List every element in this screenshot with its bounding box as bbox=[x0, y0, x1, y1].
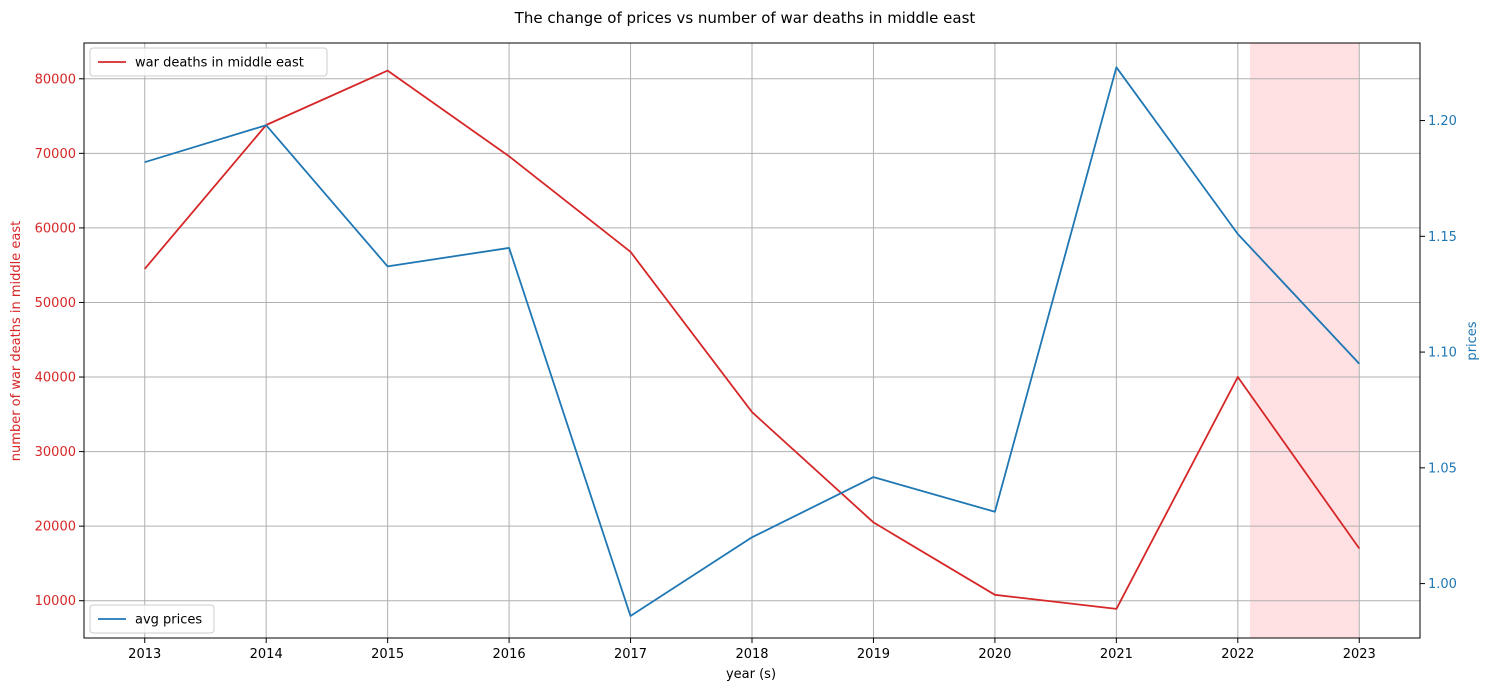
left-y-tick-label: 10000 bbox=[35, 594, 76, 609]
shaded-region bbox=[1249, 43, 1360, 638]
legend-label: avg prices bbox=[135, 613, 202, 628]
right-y-tick-label: 1.15 bbox=[1428, 230, 1457, 245]
x-tick-label: 2016 bbox=[493, 647, 526, 662]
legend-box bbox=[89, 47, 328, 77]
x-tick-label: 2023 bbox=[1343, 647, 1376, 662]
x-tick-label: 2019 bbox=[857, 647, 890, 662]
left-y-tick-label: 40000 bbox=[35, 371, 76, 386]
right-y-tick-label: 1.05 bbox=[1428, 461, 1457, 476]
left-y-tick-label: 20000 bbox=[35, 520, 76, 535]
series-line-avg-prices bbox=[144, 66, 1360, 617]
legend-avg-prices: avg prices bbox=[89, 604, 215, 634]
left-y-axis: 10000 20000 30000 40000 50000 60000 70000 80000 bbox=[35, 72, 84, 609]
legend-label: war deaths in middle east bbox=[135, 56, 304, 71]
right-y-axis-label: prices bbox=[1465, 321, 1480, 360]
legend-box bbox=[89, 604, 215, 634]
legend-war-deaths: war deaths in middle east bbox=[89, 47, 328, 77]
x-tick-label: 2014 bbox=[250, 647, 283, 662]
left-y-axis-label: number of war deaths in middle east bbox=[9, 221, 24, 461]
x-tick-label: 2015 bbox=[371, 647, 404, 662]
x-tick-label: 2018 bbox=[735, 647, 768, 662]
shaded-region-rect bbox=[1249, 43, 1360, 638]
x-tick-label: 2020 bbox=[978, 647, 1011, 662]
chart-title: The change of prices vs number of war de… bbox=[514, 9, 976, 27]
right-y-tick-label: 1.10 bbox=[1428, 346, 1457, 361]
x-tick-label: 2013 bbox=[128, 647, 161, 662]
series-line-war-deaths bbox=[144, 69, 1361, 610]
x-axis: 2013 2014 2015 2016 2017 2018 2019 2020 2021 2022… bbox=[128, 638, 1376, 662]
right-y-tick-label: 1.20 bbox=[1428, 114, 1457, 129]
x-tick-label: 2017 bbox=[614, 647, 647, 662]
x-tick-label: 2021 bbox=[1100, 647, 1133, 662]
right-y-axis: 1.00 1.05 1.10 1.15 1.20 bbox=[1420, 114, 1457, 592]
x-tick-label: 2022 bbox=[1221, 647, 1254, 662]
x-axis-label: year (s) bbox=[726, 667, 776, 682]
legends: war deaths in middle east avg prices bbox=[89, 47, 328, 634]
left-y-tick-label: 80000 bbox=[35, 72, 76, 87]
series-lines bbox=[144, 66, 1361, 617]
right-y-tick-label: 1.00 bbox=[1428, 577, 1457, 592]
grid bbox=[84, 43, 1420, 638]
left-y-tick-label: 30000 bbox=[35, 445, 76, 460]
left-y-tick-label: 50000 bbox=[35, 296, 76, 311]
left-y-tick-label: 60000 bbox=[35, 221, 76, 236]
left-y-tick-label: 70000 bbox=[35, 147, 76, 162]
